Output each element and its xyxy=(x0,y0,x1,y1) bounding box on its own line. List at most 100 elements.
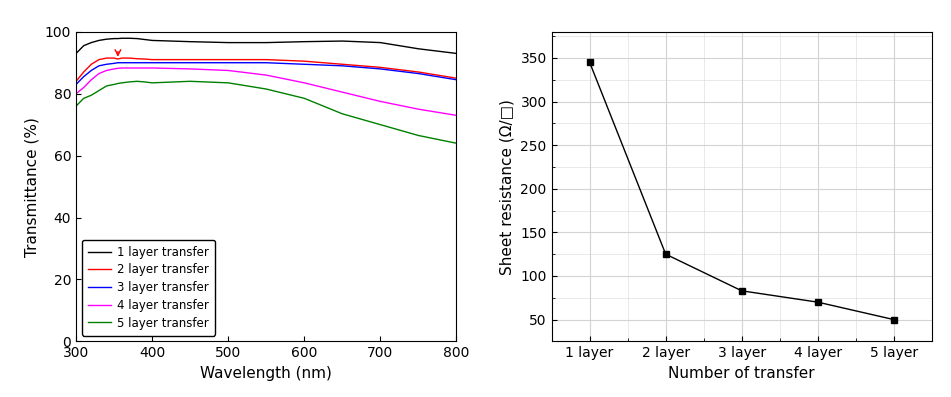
3 layer transfer xyxy=(451,77,462,82)
Line: 2 layer transfer: 2 layer transfer xyxy=(76,58,456,81)
3 layer transfer xyxy=(93,64,105,68)
1 layer transfer xyxy=(184,39,196,44)
2 layer transfer xyxy=(86,62,97,67)
5 layer transfer xyxy=(108,82,120,87)
3 layer transfer xyxy=(223,60,234,65)
1 layer transfer xyxy=(93,38,105,43)
1 layer transfer xyxy=(375,40,386,45)
4 layer transfer xyxy=(101,68,112,73)
5 layer transfer xyxy=(70,104,82,108)
1 layer transfer xyxy=(124,36,135,40)
5 layer transfer xyxy=(131,79,143,84)
3 layer transfer xyxy=(116,60,127,65)
4 layer transfer xyxy=(146,66,158,70)
X-axis label: Number of transfer: Number of transfer xyxy=(669,366,815,381)
5 layer transfer xyxy=(184,79,196,84)
2 layer transfer xyxy=(337,62,348,67)
1 layer transfer xyxy=(223,40,234,45)
2 layer transfer xyxy=(101,56,112,60)
5 layer transfer xyxy=(261,87,272,91)
2 layer transfer xyxy=(223,57,234,62)
1 layer transfer xyxy=(86,40,97,45)
4 layer transfer xyxy=(413,107,424,112)
1 layer transfer xyxy=(101,37,112,42)
4 layer transfer xyxy=(116,66,127,70)
3 layer transfer xyxy=(108,61,120,66)
2 layer transfer xyxy=(451,76,462,81)
2 layer transfer xyxy=(375,65,386,70)
4 layer transfer xyxy=(86,77,97,82)
1 layer transfer xyxy=(413,46,424,51)
X-axis label: Wavelength (nm): Wavelength (nm) xyxy=(201,366,332,381)
Y-axis label: Transmittance (%): Transmittance (%) xyxy=(25,117,39,256)
2 layer transfer xyxy=(116,56,127,60)
3 layer transfer xyxy=(184,60,196,65)
4 layer transfer xyxy=(261,73,272,77)
5 layer transfer xyxy=(337,112,348,116)
1 layer transfer xyxy=(451,51,462,56)
1 layer transfer xyxy=(78,43,89,48)
5 layer transfer xyxy=(101,83,112,88)
4 layer transfer xyxy=(184,67,196,71)
Y-axis label: Sheet resistance (Ω/□): Sheet resistance (Ω/□) xyxy=(500,98,514,275)
2 layer transfer xyxy=(108,56,120,60)
3 layer transfer xyxy=(101,62,112,67)
3 layer transfer xyxy=(70,82,82,87)
4 layer transfer xyxy=(375,99,386,104)
4 layer transfer xyxy=(223,68,234,73)
2 layer transfer xyxy=(112,57,124,62)
4 layer transfer xyxy=(78,85,89,90)
5 layer transfer xyxy=(124,79,135,84)
5 layer transfer xyxy=(146,81,158,85)
3 layer transfer xyxy=(112,60,124,65)
5 layer transfer xyxy=(451,141,462,146)
2 layer transfer xyxy=(70,79,82,84)
1 layer transfer xyxy=(108,36,120,41)
1 layer transfer xyxy=(116,36,127,40)
Line: 1 layer transfer: 1 layer transfer xyxy=(76,38,456,54)
4 layer transfer xyxy=(112,66,124,71)
5 layer transfer xyxy=(86,93,97,98)
Line: 4 layer transfer: 4 layer transfer xyxy=(76,68,456,116)
3 layer transfer xyxy=(261,60,272,65)
2 layer transfer xyxy=(93,57,105,62)
4 layer transfer xyxy=(337,90,348,94)
2 layer transfer xyxy=(139,57,150,62)
5 layer transfer xyxy=(116,81,127,85)
2 layer transfer xyxy=(299,59,310,64)
Line: 3 layer transfer: 3 layer transfer xyxy=(76,63,456,85)
4 layer transfer xyxy=(299,81,310,85)
2 layer transfer xyxy=(261,57,272,62)
4 layer transfer xyxy=(124,66,135,70)
1 layer transfer xyxy=(146,38,158,43)
5 layer transfer xyxy=(112,81,124,86)
2 layer transfer xyxy=(146,57,158,62)
2 layer transfer xyxy=(131,56,143,61)
4 layer transfer xyxy=(108,67,120,71)
4 layer transfer xyxy=(131,66,143,70)
2 layer transfer xyxy=(78,69,89,74)
3 layer transfer xyxy=(124,60,135,65)
3 layer transfer xyxy=(337,64,348,68)
1 layer transfer xyxy=(131,36,143,41)
3 layer transfer xyxy=(139,60,150,65)
2 layer transfer xyxy=(124,56,135,60)
3 layer transfer xyxy=(78,74,89,79)
4 layer transfer xyxy=(451,113,462,118)
5 layer transfer xyxy=(93,88,105,93)
3 layer transfer xyxy=(299,62,310,67)
5 layer transfer xyxy=(299,96,310,101)
5 layer transfer xyxy=(139,79,150,84)
Legend: 1 layer transfer, 2 layer transfer, 3 layer transfer, 4 layer transfer, 5 layer : 1 layer transfer, 2 layer transfer, 3 la… xyxy=(82,240,215,335)
1 layer transfer xyxy=(112,36,124,41)
1 layer transfer xyxy=(299,39,310,44)
1 layer transfer xyxy=(261,40,272,45)
3 layer transfer xyxy=(375,67,386,71)
4 layer transfer xyxy=(139,66,150,70)
5 layer transfer xyxy=(223,81,234,85)
1 layer transfer xyxy=(139,37,150,42)
3 layer transfer xyxy=(86,68,97,73)
5 layer transfer xyxy=(413,133,424,138)
Line: 5 layer transfer: 5 layer transfer xyxy=(76,81,456,143)
4 layer transfer xyxy=(70,91,82,96)
